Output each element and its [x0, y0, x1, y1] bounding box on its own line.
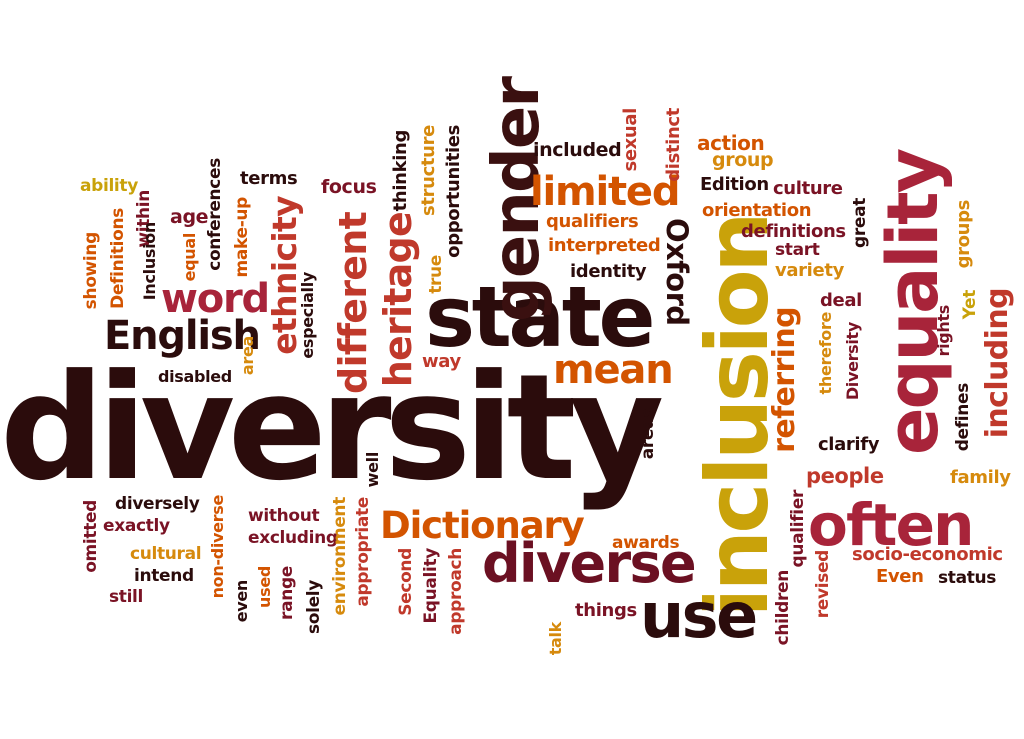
- word-limited: limited: [530, 169, 680, 215]
- word-well: well: [363, 452, 382, 488]
- word-yet: Yet: [960, 290, 980, 320]
- word-mean: mean: [553, 347, 674, 393]
- word-focus: focus: [321, 176, 377, 198]
- word-conferences: conferences: [205, 158, 225, 271]
- word-oxford: Oxford: [660, 218, 694, 326]
- word-therefore: therefore: [816, 312, 835, 395]
- word-word: word: [161, 276, 270, 322]
- word-qualifier: qualifier: [788, 490, 808, 568]
- word-non-diverse: non-diverse: [208, 495, 227, 599]
- word-environment: environment: [330, 497, 350, 616]
- word-cultural: cultural: [130, 544, 202, 564]
- word-equal: equal: [180, 233, 199, 282]
- word-still: still: [109, 587, 144, 607]
- word-group: group: [712, 149, 774, 171]
- word-socio-economic: socio-economic: [852, 544, 1003, 565]
- word-start: start: [775, 240, 820, 260]
- word-clarify: clarify: [818, 434, 880, 455]
- word-great: great: [850, 198, 870, 248]
- word-used: used: [255, 566, 274, 608]
- word-disabled: disabled: [158, 367, 232, 386]
- word-intend: intend: [134, 566, 194, 586]
- word-approach: approach: [446, 548, 466, 635]
- word-variety: variety: [775, 260, 844, 281]
- word-english: English: [104, 313, 261, 359]
- word-even: even: [232, 580, 251, 623]
- word-use: use: [640, 579, 758, 652]
- word-revised: revised: [813, 550, 833, 619]
- word-edition: Edition: [700, 174, 769, 195]
- word-opportunities: opportunities: [443, 125, 464, 258]
- word-rights: rights: [934, 305, 953, 357]
- word-family: family: [950, 467, 1011, 488]
- word-qualifiers: qualifiers: [546, 211, 639, 232]
- word-without: without: [248, 506, 320, 526]
- word-awards: awards: [612, 533, 680, 553]
- word-structure: structure: [418, 125, 439, 216]
- word-appropriate: appropriate: [353, 497, 373, 607]
- word-showing: showing: [81, 232, 101, 310]
- word-defines: defines: [953, 383, 973, 452]
- word-action: action: [697, 131, 765, 155]
- word-culture: culture: [773, 178, 843, 199]
- word-groups: groups: [953, 200, 974, 269]
- word-heritage: heritage: [376, 212, 420, 388]
- word-orientation: orientation: [702, 200, 812, 221]
- word-especially: especially: [298, 272, 317, 359]
- word-deal: deal: [820, 290, 862, 311]
- word-terms: terms: [240, 168, 298, 189]
- word-distinct: distinct: [663, 108, 684, 182]
- word-things: things: [575, 600, 637, 621]
- word-omitted: omitted: [81, 500, 101, 573]
- word-age: age: [170, 206, 209, 228]
- word-state: state: [425, 268, 656, 366]
- word-range: range: [277, 566, 297, 620]
- word-definitions: definitions: [741, 221, 846, 242]
- word-often: often: [808, 491, 974, 559]
- word-way: way: [422, 351, 461, 372]
- word-diversity: diversity: [0, 343, 664, 513]
- word-thinking: thinking: [390, 130, 411, 212]
- word-make-up: make-up: [232, 197, 252, 278]
- word-excluding: excluding: [248, 528, 338, 548]
- word-ability: ability: [80, 176, 138, 196]
- word-diversity-cap: Diversity: [843, 322, 862, 401]
- word-equality: equality: [872, 150, 954, 455]
- word-diversely: diversely: [115, 494, 200, 514]
- word-interpreted: interpreted: [548, 235, 661, 256]
- word-diverse: diverse: [482, 532, 697, 595]
- word-area: area: [238, 336, 257, 376]
- word-different: different: [331, 212, 375, 394]
- word-inclusion-cap: Inclusion: [140, 222, 159, 301]
- word-status: status: [938, 568, 997, 588]
- word-definitions-cap: Definitions: [108, 208, 128, 309]
- word-referring: referring: [767, 307, 802, 453]
- word-exactly: exactly: [103, 516, 170, 536]
- word-dictionary: Dictionary: [380, 504, 585, 547]
- word-including: including: [980, 288, 1015, 439]
- word-second: Second: [396, 548, 416, 616]
- word-true: true: [426, 255, 446, 294]
- word-ethnicity: ethnicity: [265, 196, 304, 355]
- word-solely: solely: [304, 580, 324, 635]
- word-talk: talk: [546, 622, 565, 656]
- word-included: included: [533, 139, 622, 161]
- word-areas: areas: [638, 408, 658, 460]
- word-sexual: sexual: [620, 108, 641, 172]
- word-even-cap: Even: [876, 566, 924, 587]
- word-identity: identity: [570, 261, 647, 282]
- word-equality-cap: Equality: [421, 548, 441, 624]
- word-people: people: [806, 464, 884, 488]
- word-children: children: [773, 570, 793, 646]
